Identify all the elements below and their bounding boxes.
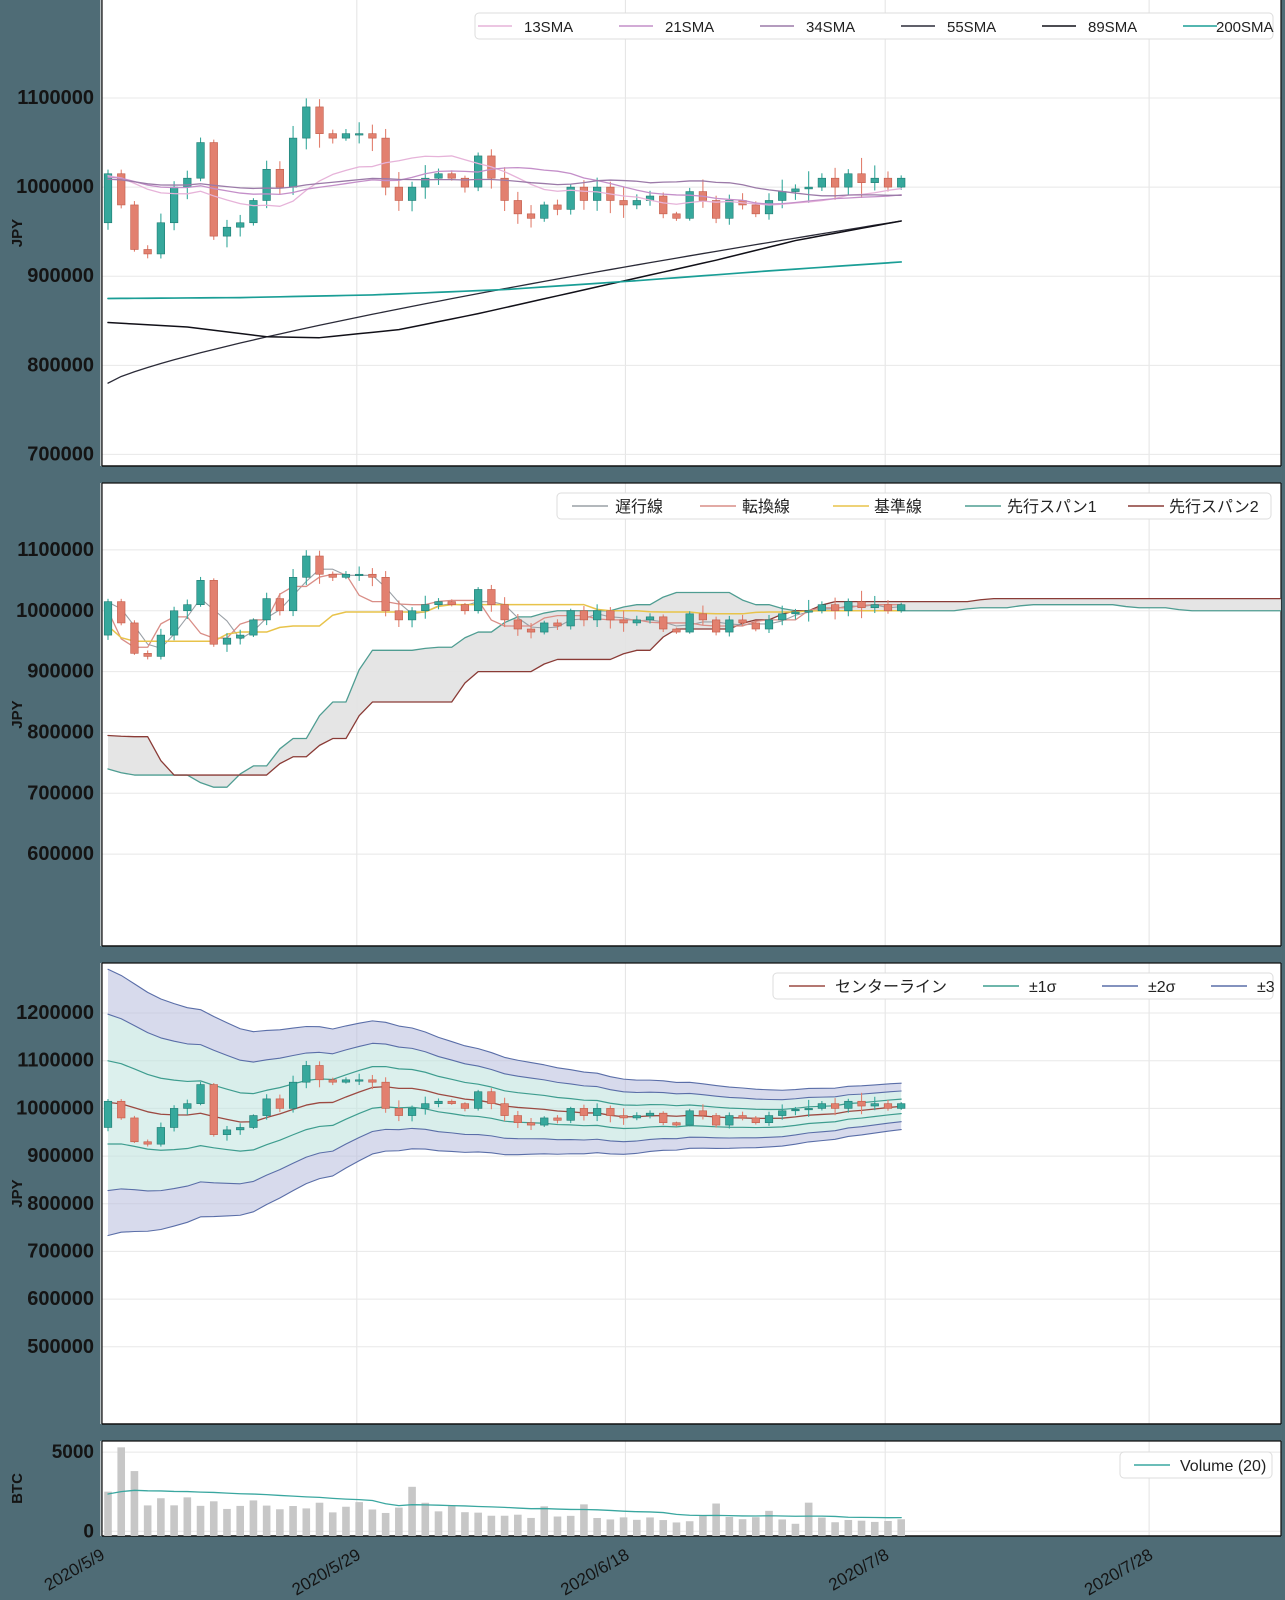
- svg-text:1100000: 1100000: [17, 87, 94, 109]
- svg-text:800000: 800000: [27, 1193, 94, 1215]
- svg-text:500000: 500000: [27, 1336, 94, 1358]
- svg-text:800000: 800000: [27, 721, 94, 743]
- svg-text:89SMA: 89SMA: [1088, 19, 1137, 36]
- svg-text:JPY: JPY: [9, 700, 26, 728]
- svg-text:1200000: 1200000: [16, 1002, 94, 1024]
- svg-text:700000: 700000: [27, 443, 94, 465]
- svg-text:1000000: 1000000: [16, 1097, 94, 1119]
- svg-text:800000: 800000: [27, 354, 94, 376]
- svg-text:遅行線: 遅行線: [615, 498, 663, 516]
- svg-text:5000: 5000: [52, 1442, 94, 1463]
- svg-text:200SMA: 200SMA: [1216, 19, 1274, 36]
- svg-text:34SMA: 34SMA: [806, 19, 855, 36]
- svg-text:±2σ: ±2σ: [1148, 979, 1176, 996]
- svg-text:900000: 900000: [27, 265, 94, 287]
- svg-text:先行スパン1: 先行スパン1: [1007, 498, 1097, 516]
- svg-text:BTC: BTC: [9, 1473, 26, 1504]
- svg-text:1100000: 1100000: [17, 539, 94, 561]
- svg-text:1000000: 1000000: [16, 176, 94, 198]
- svg-text:±1σ: ±1σ: [1029, 979, 1057, 996]
- svg-text:700000: 700000: [27, 1240, 94, 1262]
- svg-text:センターライン: センターライン: [835, 978, 947, 996]
- svg-text:900000: 900000: [27, 661, 94, 683]
- svg-text:0: 0: [83, 1521, 94, 1542]
- svg-text:700000: 700000: [27, 782, 94, 804]
- svg-text:基準線: 基準線: [874, 498, 922, 516]
- svg-text:JPY: JPY: [9, 219, 26, 247]
- svg-text:21SMA: 21SMA: [665, 19, 714, 36]
- svg-text:転換線: 転換線: [742, 498, 790, 516]
- svg-text:600000: 600000: [27, 843, 94, 865]
- svg-text:900000: 900000: [27, 1145, 94, 1167]
- svg-text:600000: 600000: [27, 1288, 94, 1310]
- svg-text:±3: ±3: [1257, 979, 1275, 996]
- svg-text:Volume (20): Volume (20): [1180, 1458, 1266, 1475]
- svg-text:1000000: 1000000: [16, 600, 94, 622]
- svg-text:JPY: JPY: [9, 1179, 26, 1207]
- svg-text:55SMA: 55SMA: [947, 19, 996, 36]
- svg-text:13SMA: 13SMA: [524, 19, 573, 36]
- svg-text:1100000: 1100000: [17, 1050, 94, 1072]
- svg-text:先行スパン2: 先行スパン2: [1169, 498, 1259, 516]
